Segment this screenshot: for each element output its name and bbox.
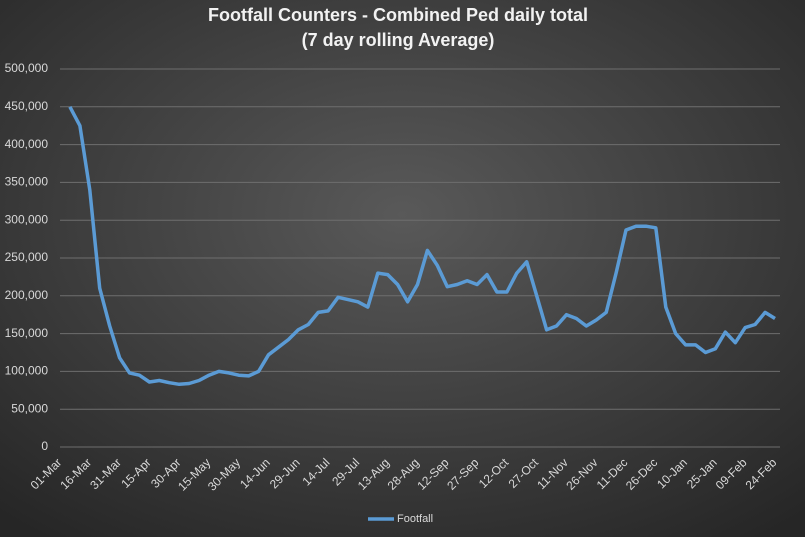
y-tick-label: 200,000 xyxy=(5,288,49,302)
y-tick-label: 150,000 xyxy=(5,326,49,340)
y-tick-label: 450,000 xyxy=(5,99,49,113)
series-line xyxy=(68,105,776,387)
y-tick-label: 250,000 xyxy=(5,250,49,264)
chart-title: Footfall Counters - Combined Ped daily t… xyxy=(208,5,588,25)
y-tick-label: 350,000 xyxy=(5,175,49,189)
y-tick-label: 300,000 xyxy=(5,212,49,226)
y-tick-label: 500,000 xyxy=(5,61,49,75)
chart-subtitle: (7 day rolling Average) xyxy=(302,30,495,50)
y-tick-label: 100,000 xyxy=(5,364,49,378)
y-tick-label: 0 xyxy=(41,439,48,453)
y-tick-label: 50,000 xyxy=(11,401,48,415)
legend-label: Footfall xyxy=(397,513,433,525)
y-tick-label: 400,000 xyxy=(5,137,49,151)
